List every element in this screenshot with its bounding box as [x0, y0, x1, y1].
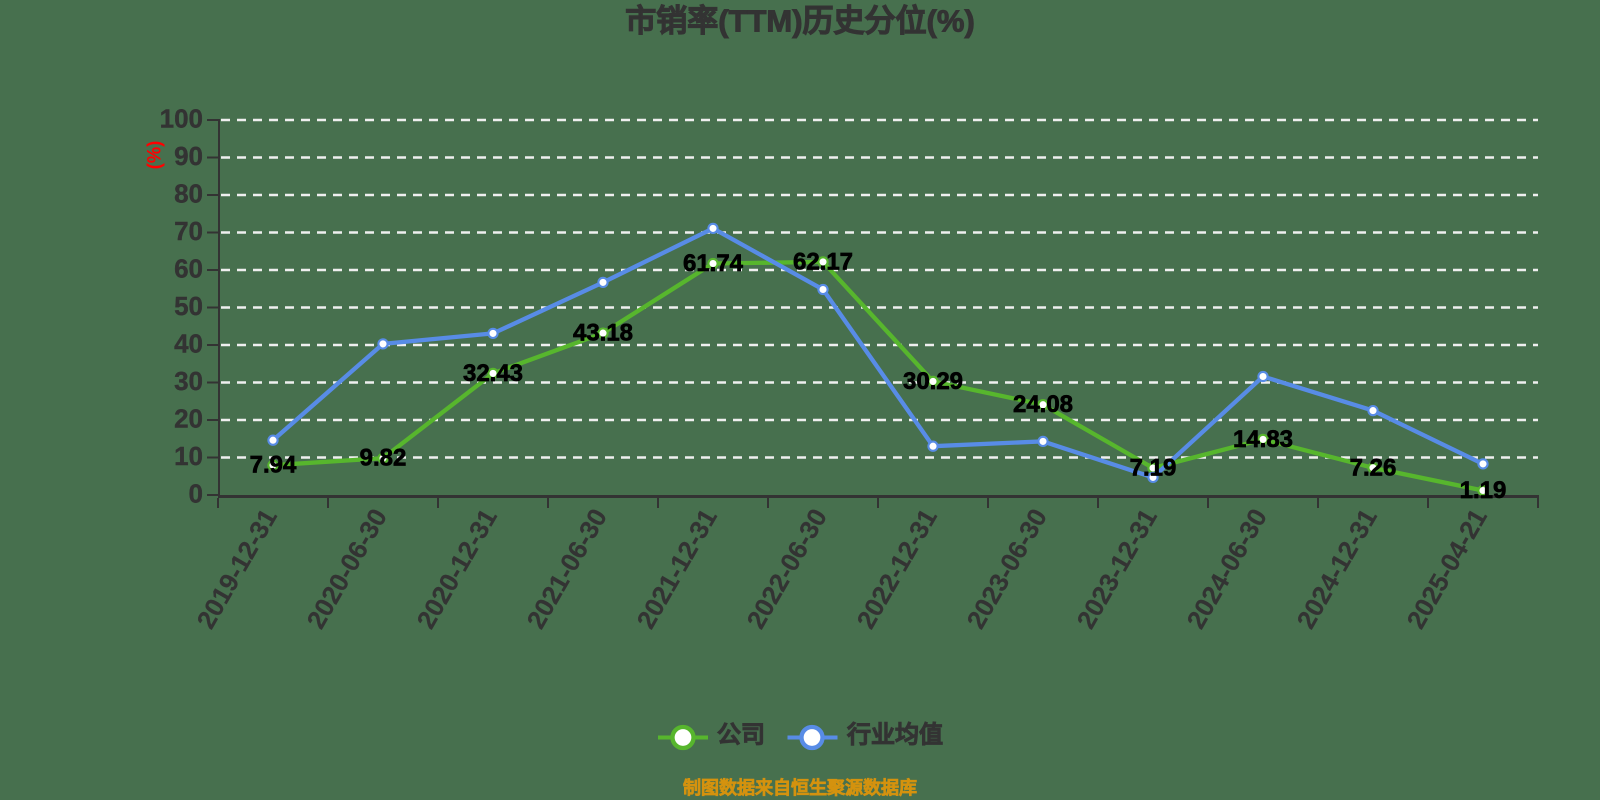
svg-text:32.43: 32.43 [463, 360, 523, 387]
svg-text:60: 60 [174, 254, 203, 284]
svg-text:2022-12-31: 2022-12-31 [851, 504, 943, 634]
svg-text:2025-04-21: 2025-04-21 [1401, 504, 1493, 634]
svg-text:2023-06-30: 2023-06-30 [961, 504, 1053, 634]
svg-text:7.26: 7.26 [1350, 454, 1397, 481]
svg-text:80: 80 [174, 179, 203, 209]
svg-text:7.19: 7.19 [1130, 455, 1177, 482]
svg-text:2024-12-31: 2024-12-31 [1291, 504, 1383, 634]
svg-text:7.94: 7.94 [250, 452, 297, 479]
svg-text:100: 100 [160, 104, 203, 134]
svg-text:2020-12-31: 2020-12-31 [411, 504, 503, 634]
svg-text:10: 10 [174, 441, 203, 471]
svg-text:2021-12-31: 2021-12-31 [631, 504, 723, 634]
svg-text:14.83: 14.83 [1233, 426, 1293, 453]
svg-text:2024-06-30: 2024-06-30 [1181, 504, 1273, 634]
svg-text:市销率(TTM)历史分位(%): 市销率(TTM)历史分位(%) [625, 4, 975, 39]
svg-text:62.17: 62.17 [793, 248, 853, 275]
svg-text:9.82: 9.82 [360, 445, 407, 472]
svg-text:70: 70 [174, 216, 203, 246]
svg-text:2023-12-31: 2023-12-31 [1071, 504, 1163, 634]
svg-text:2022-06-30: 2022-06-30 [741, 504, 833, 634]
svg-text:行业均值: 行业均值 [846, 721, 943, 749]
svg-text:43.18: 43.18 [573, 320, 633, 347]
svg-text:61.74: 61.74 [683, 250, 744, 277]
svg-text:20: 20 [174, 404, 203, 434]
svg-text:0: 0 [189, 479, 203, 509]
svg-text:公司: 公司 [717, 722, 765, 749]
svg-text:2021-06-30: 2021-06-30 [521, 504, 613, 634]
svg-text:(%): (%) [144, 141, 166, 170]
svg-text:40: 40 [174, 329, 203, 359]
svg-text:制图数据来自恒生聚源数据库: 制图数据来自恒生聚源数据库 [683, 777, 917, 798]
svg-text:2019-12-31: 2019-12-31 [191, 504, 283, 634]
svg-text:24.08: 24.08 [1013, 391, 1073, 418]
svg-text:30: 30 [174, 366, 203, 396]
svg-text:50: 50 [174, 291, 203, 321]
svg-text:1.19: 1.19 [1460, 477, 1507, 504]
svg-text:2020-06-30: 2020-06-30 [301, 504, 393, 634]
svg-text:90: 90 [174, 141, 203, 171]
svg-text:30.29: 30.29 [903, 368, 963, 395]
